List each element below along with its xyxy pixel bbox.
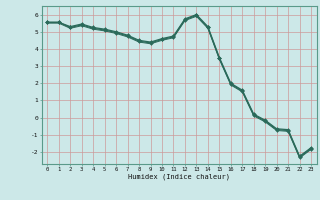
X-axis label: Humidex (Indice chaleur): Humidex (Indice chaleur): [128, 174, 230, 180]
